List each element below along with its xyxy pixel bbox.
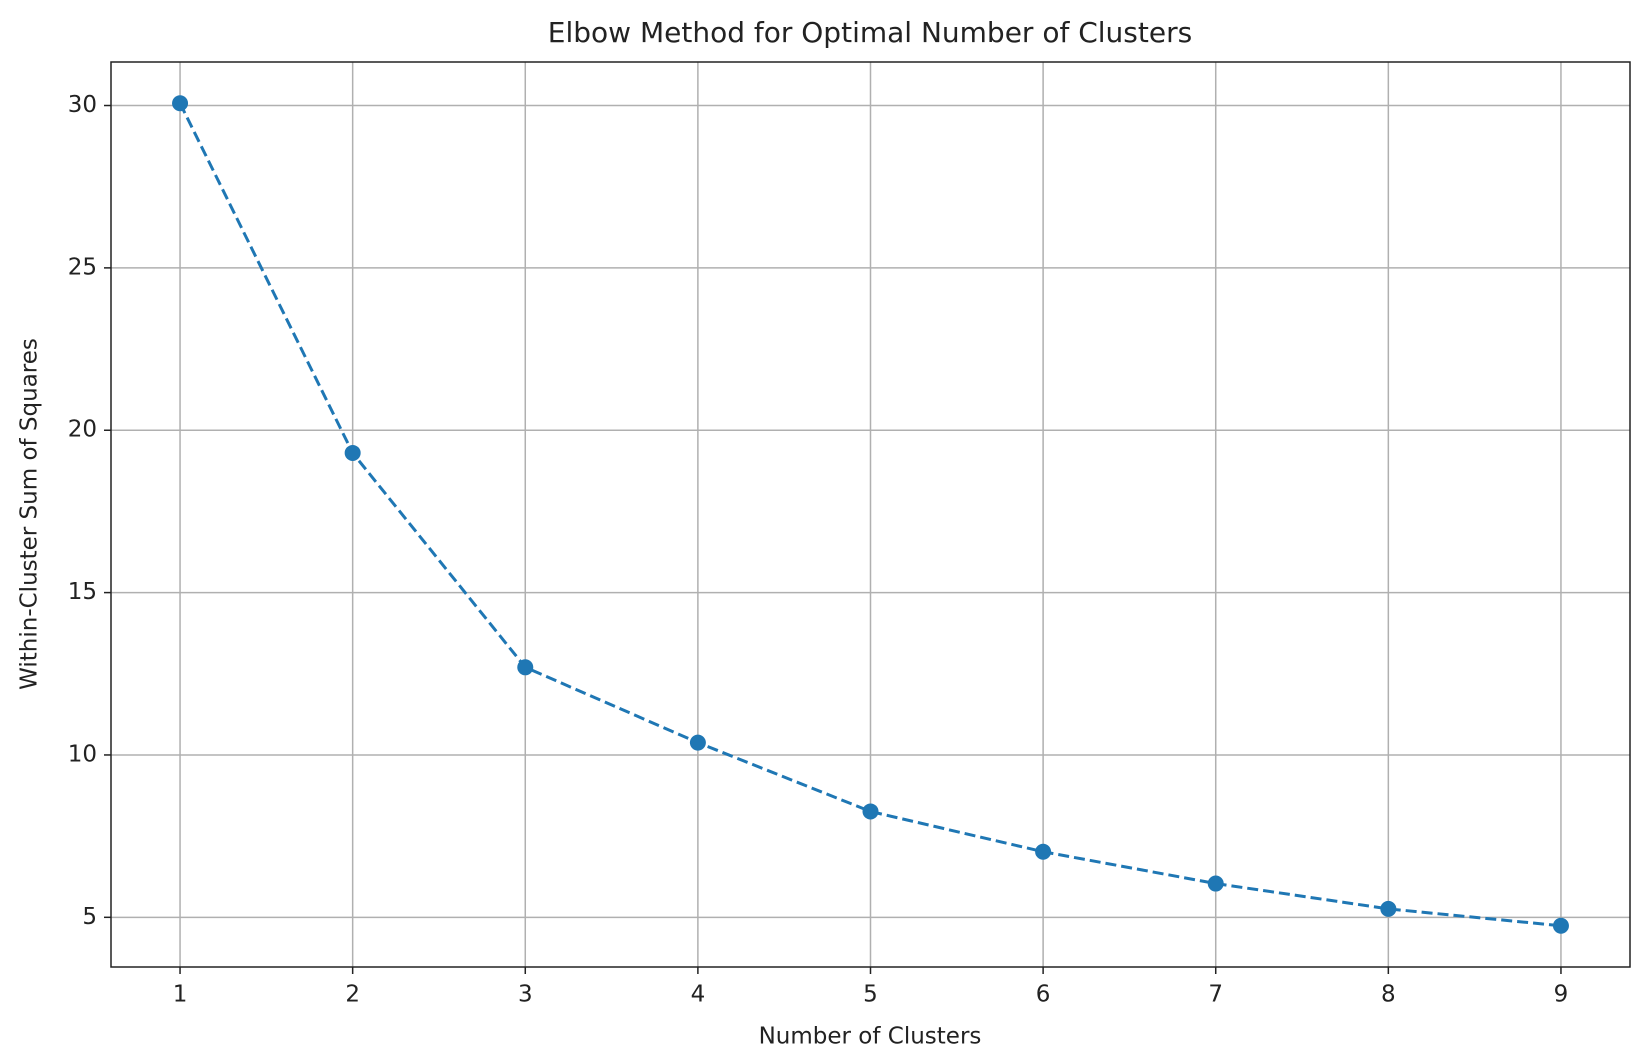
series-line — [178, 102, 1562, 928]
data-point — [344, 444, 361, 461]
x-axis-label: Number of Clusters — [759, 1024, 982, 1050]
y-tick-label: 10 — [68, 741, 97, 767]
chart-title: Elbow Method for Optimal Number of Clust… — [548, 16, 1192, 49]
x-tick-label: 3 — [518, 982, 533, 1008]
x-tick-label: 7 — [1208, 982, 1223, 1008]
data-point — [517, 659, 534, 676]
x-tick-label: 2 — [345, 982, 360, 1008]
data-point — [1380, 900, 1397, 917]
x-tick-label: 4 — [691, 982, 706, 1008]
x-tick-label: 8 — [1381, 982, 1396, 1008]
data-point — [1207, 875, 1224, 892]
y-tick-label: 25 — [68, 254, 97, 280]
y-axis-label: Within-Cluster Sum of Squares — [17, 338, 43, 690]
x-tick-label: 5 — [863, 982, 878, 1008]
y-tick-label: 5 — [82, 904, 97, 930]
x-tick-label: 6 — [1036, 982, 1051, 1008]
data-point — [1552, 917, 1569, 934]
x-tick-label: 9 — [1554, 982, 1569, 1008]
x-tick-label: 1 — [173, 982, 188, 1008]
data-point — [862, 803, 879, 820]
plot-frame — [110, 61, 1631, 968]
y-tick-label: 15 — [68, 579, 97, 605]
y-tick-label: 30 — [68, 92, 97, 118]
data-point — [172, 95, 189, 112]
y-tick-label: 20 — [68, 417, 97, 443]
data-point — [689, 734, 706, 751]
data-point — [1035, 843, 1052, 860]
